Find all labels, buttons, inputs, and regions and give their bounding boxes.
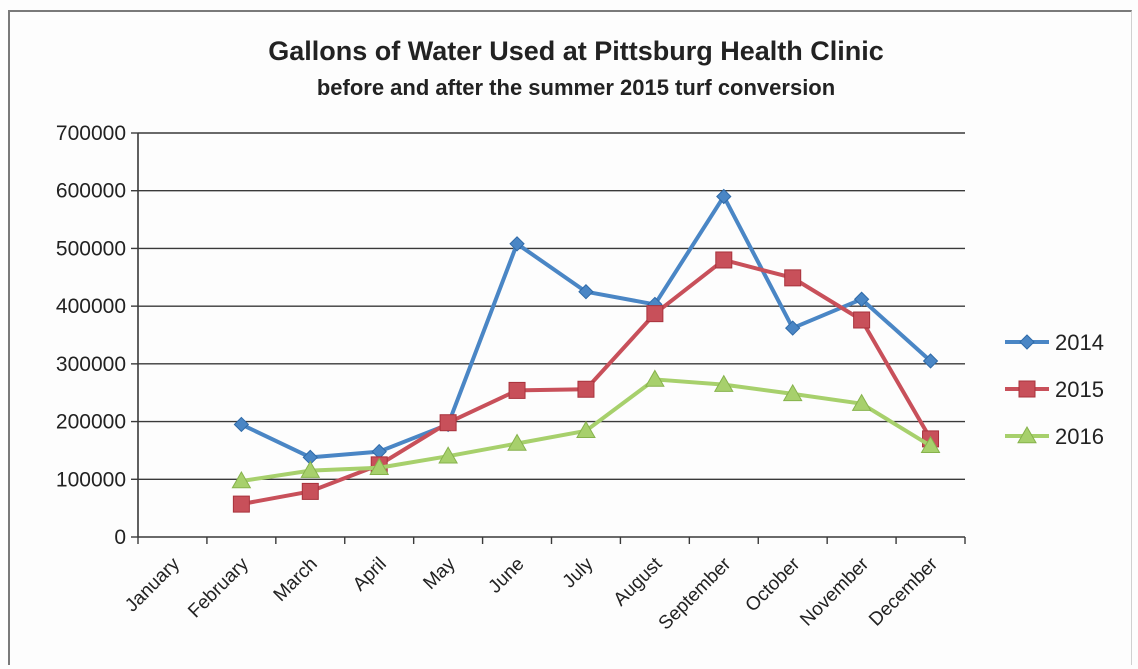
x-tick-label: January — [121, 553, 184, 616]
data-point-2016-october — [782, 383, 803, 402]
data-point-2014-july — [578, 284, 594, 300]
data-point-2016-march — [300, 460, 321, 478]
x-tick-label: February — [184, 553, 253, 622]
data-point-2014-november — [853, 291, 870, 307]
y-tick-label: 400000 — [56, 295, 126, 318]
data-point-2015-february — [232, 495, 250, 513]
data-point-2016-august — [645, 369, 665, 387]
x-tick-label: June — [485, 554, 529, 598]
data-point-2015-october — [784, 269, 802, 287]
data-point-2016-september — [713, 374, 734, 392]
y-tick-label: 500000 — [56, 237, 126, 260]
data-point-2016-december — [920, 435, 941, 454]
x-tick-label: April — [349, 554, 391, 596]
data-point-2016-april — [369, 457, 390, 475]
x-tick-label: May — [419, 553, 460, 594]
x-tick-label: July — [559, 553, 598, 592]
data-point-2016-june — [507, 433, 527, 451]
data-point-2016-july — [576, 420, 596, 439]
x-tick-label: March — [270, 554, 322, 606]
data-point-2015-august — [646, 305, 664, 323]
series-group — [231, 188, 941, 513]
data-point-2015-may — [439, 414, 457, 432]
legend-marker-2016 — [1017, 425, 1037, 444]
data-point-2015-june — [508, 381, 526, 399]
series-line-2014 — [239, 194, 933, 460]
y-tick-label: 200000 — [56, 411, 126, 434]
chart-subtitle: before and after the summer 2015 turf co… — [317, 75, 835, 100]
data-point-2015-september — [715, 251, 733, 269]
x-tick-label: October — [742, 553, 805, 616]
chart-frame — [8, 10, 1132, 665]
legend-marker-2014 — [1019, 334, 1035, 350]
data-point-2016-november — [851, 393, 872, 411]
y-axis-ticks: 0 100000 200000 300000 400000 500000 600000 700… — [56, 122, 126, 549]
y-tick-label: 100000 — [56, 468, 126, 491]
data-point-2015-march — [301, 482, 319, 500]
data-point-2014-june — [509, 236, 525, 252]
legend-label: 2014 — [1055, 330, 1104, 355]
y-tick-label: 300000 — [56, 353, 126, 376]
axes — [131, 132, 966, 544]
data-point-2014-december — [922, 353, 939, 369]
x-tick-label: August — [610, 553, 667, 610]
x-tick-label: September — [655, 553, 736, 634]
data-point-2014-october — [785, 320, 801, 336]
chart-title: Gallons of Water Used at Pittsburg Healt… — [268, 36, 884, 66]
legend-marker-2015 — [1018, 380, 1036, 398]
y-tick-label: 0 — [114, 526, 126, 549]
data-point-2015-july — [577, 380, 595, 398]
data-point-2016-may — [438, 446, 458, 464]
y-tick-label: 700000 — [56, 122, 126, 145]
legend: 2014 2015 2016 — [1005, 330, 1104, 449]
x-axis-ticks: January February March April May June July Augu… — [121, 553, 942, 634]
legend-label: 2016 — [1055, 424, 1104, 449]
gridlines — [138, 132, 965, 480]
data-point-2015-november — [853, 311, 871, 329]
data-point-2014-february — [233, 416, 250, 433]
data-point-2014-september — [716, 188, 732, 205]
legend-label: 2015 — [1055, 377, 1104, 402]
x-tick-label: December — [865, 553, 942, 630]
y-tick-label: 600000 — [56, 180, 126, 203]
data-point-2016-february — [231, 471, 252, 489]
x-tick-label: November — [796, 553, 873, 630]
